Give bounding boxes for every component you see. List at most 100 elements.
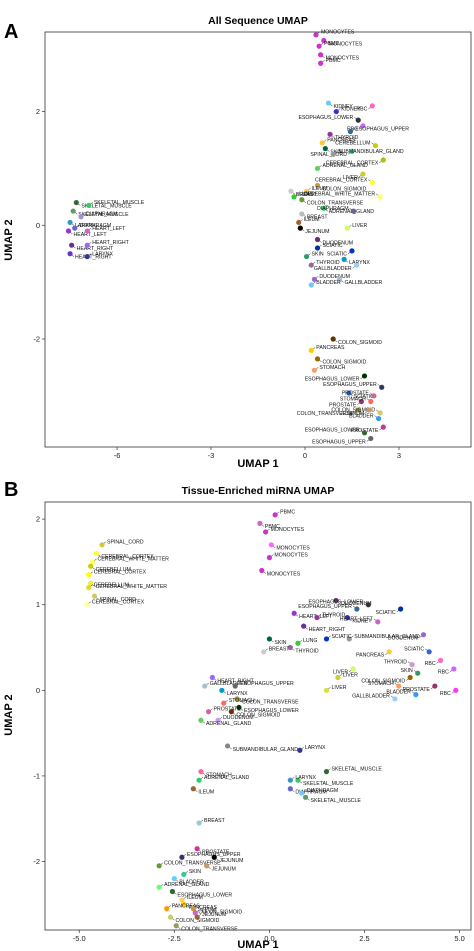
data-point xyxy=(86,572,92,578)
point-label: COLON_SIGMOID xyxy=(338,340,382,346)
data-point xyxy=(361,373,368,379)
point-label: ESOPHAGUS_LOWER xyxy=(177,892,232,898)
data-point xyxy=(288,188,294,194)
point-label: LIVER xyxy=(331,685,346,691)
point-label: HEART_RIGHT xyxy=(217,678,254,684)
data-point xyxy=(295,777,301,783)
point-label: JEJUNUM xyxy=(219,858,243,864)
data-point xyxy=(311,367,317,373)
point-label: ADRENAL_GLAND xyxy=(206,721,252,727)
panel-b-ytick-label: -2 xyxy=(33,857,40,866)
point-label: SKELETAL_MUSCLE xyxy=(311,798,362,804)
point-label: CEREBRAL_WHITE_MATTER xyxy=(96,584,168,590)
data-point xyxy=(377,410,383,416)
point-label: SCIATIC xyxy=(327,252,347,258)
point-label: ILEUM xyxy=(312,186,328,192)
point-label: GALLBLADDER xyxy=(352,694,390,700)
panel-a-ytick-label: -2 xyxy=(33,334,40,343)
point-label: SCIATIC xyxy=(331,634,351,640)
data-point xyxy=(156,863,162,869)
data-point xyxy=(295,640,301,646)
point-label: PBMC xyxy=(324,41,339,47)
point-label: PROSTATE xyxy=(202,849,230,855)
data-point xyxy=(259,567,265,574)
panel-a-xtick-label: -6 xyxy=(114,451,121,460)
point-label: LIVER xyxy=(343,175,358,181)
point-label: COLON_TRANSVERSE xyxy=(297,411,354,417)
point-label: COLON_SIGMOID xyxy=(198,909,242,915)
data-point xyxy=(297,225,303,231)
data-point xyxy=(311,276,317,282)
point-label: HEART_RIGHT xyxy=(309,627,346,633)
data-point xyxy=(380,424,386,430)
data-point xyxy=(314,245,321,251)
point-label: SUBMANDIBULAR_GLAND xyxy=(338,149,404,155)
point-label: MONOCYTES xyxy=(274,552,308,558)
data-point xyxy=(314,614,320,621)
point-label: PANCREAS xyxy=(327,138,356,144)
point-label: ILEUM xyxy=(198,790,214,796)
data-point xyxy=(209,674,215,681)
point-label: ESOPHAGUS_UPPER xyxy=(240,681,294,687)
data-point xyxy=(314,182,321,189)
data-point xyxy=(219,687,225,693)
point-label: ESOPHAGUS_UPPER xyxy=(312,439,366,445)
data-point xyxy=(375,619,381,625)
data-point xyxy=(194,914,200,920)
data-point xyxy=(181,901,187,907)
data-point xyxy=(319,140,325,146)
data-point xyxy=(371,393,377,399)
point-label: MONOCYTES xyxy=(271,527,305,533)
data-point xyxy=(360,123,366,129)
data-point xyxy=(313,32,319,38)
point-label: ADRENAL_GLAND xyxy=(204,775,250,781)
data-point xyxy=(198,717,204,723)
point-label: DUODENUM xyxy=(388,635,419,641)
point-label: JEJUNUM xyxy=(305,229,329,235)
data-point xyxy=(190,786,196,792)
point-label: DIAPHRAGM xyxy=(317,206,348,212)
data-point xyxy=(335,674,341,681)
data-point xyxy=(268,542,274,548)
panel-b-ytick-label: -1 xyxy=(33,771,40,780)
panel-b-ticks: -5.0 -2.5 0.0 2.5 5.0 -2 -1 0 1 2 xyxy=(33,515,464,943)
point-label: LARYNX xyxy=(349,260,370,266)
data-point xyxy=(196,820,202,826)
data-point xyxy=(86,585,92,591)
point-label: ESOPHAGUS_LOWER xyxy=(244,708,299,714)
point-label: COLON_TRANSVERSE xyxy=(242,700,299,706)
data-point xyxy=(379,384,385,390)
point-label: ESOPHAGUS_LOWER xyxy=(298,115,353,121)
point-label: BREAST xyxy=(307,215,329,221)
point-label: SKELETAL_MUSCLE xyxy=(303,781,354,787)
point-label: COLON_SIGMOID xyxy=(176,918,220,924)
panel-b-xtick-label: 0.0 xyxy=(264,934,274,943)
data-point xyxy=(73,199,79,206)
point-label: LARYNX xyxy=(75,223,96,229)
data-point xyxy=(347,128,354,135)
point-label: HEART_LEFT xyxy=(340,617,374,623)
data-point xyxy=(167,914,174,920)
point-label: CEREBRAL_CORTEX xyxy=(101,554,154,560)
point-label: SPINAL_CORD xyxy=(107,540,144,546)
panel-a-plot-frame xyxy=(44,31,472,448)
data-point xyxy=(344,614,350,621)
data-point xyxy=(303,253,310,260)
point-label: BREAST xyxy=(204,818,226,824)
data-point xyxy=(84,228,90,234)
data-point xyxy=(330,336,336,342)
data-point xyxy=(181,871,187,877)
data-point xyxy=(299,197,305,203)
data-point xyxy=(346,636,352,642)
point-label: STOMACH xyxy=(340,396,366,402)
point-label: PANCREAS xyxy=(356,653,385,659)
point-label: RBC xyxy=(356,107,367,113)
point-label: KIDNEY xyxy=(341,106,361,112)
data-point xyxy=(336,276,343,282)
point-label: LUNG xyxy=(303,638,317,644)
data-point xyxy=(296,219,302,226)
point-label: PBMC xyxy=(326,58,341,64)
point-label: THYROID xyxy=(335,135,359,141)
data-point xyxy=(372,143,379,149)
data-point xyxy=(301,623,307,629)
